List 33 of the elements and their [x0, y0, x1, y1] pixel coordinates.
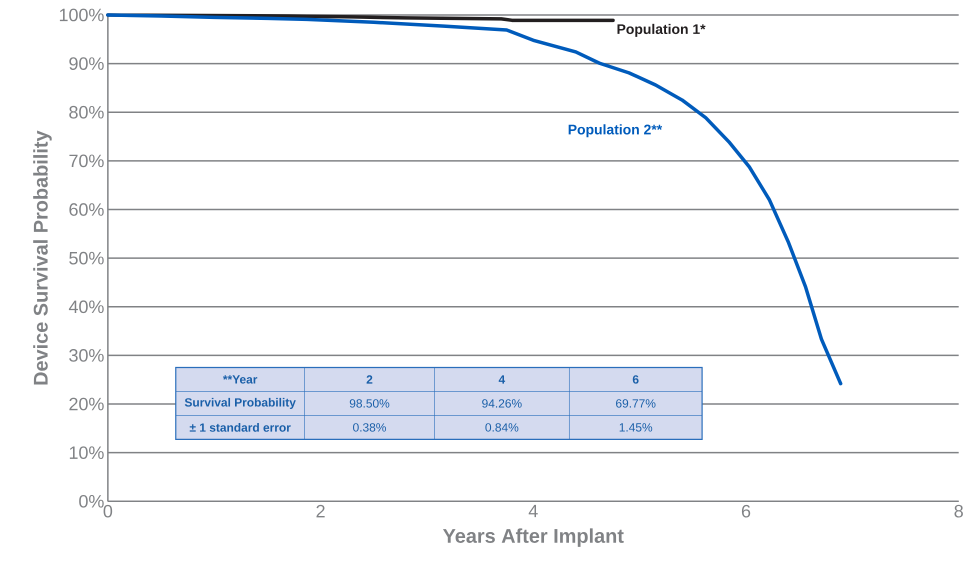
- annotation: 1.45%: [620, 423, 652, 432]
- y-tick-label: 50%: [69, 252, 104, 264]
- x-tick-label: 4: [528, 504, 538, 518]
- x-tick-label: 2: [316, 504, 325, 518]
- line-series: [106, 13, 842, 386]
- annotation: 69.77%: [616, 399, 656, 408]
- y-tick-label: 40%: [68, 300, 104, 314]
- y-tick-label: 80%: [69, 106, 104, 118]
- x-tick-label: 8: [954, 504, 963, 518]
- annotation: 98.50%: [350, 399, 390, 408]
- y-tick-label: 10%: [70, 446, 104, 459]
- x-axis-title: Years After Implant: [442, 528, 624, 547]
- y-tick-label: 30%: [69, 348, 104, 362]
- annotation: 94.26%: [482, 399, 522, 408]
- annotation: ± 1 standard error: [190, 422, 291, 432]
- annotation: 0.84%: [485, 423, 518, 432]
- annotation: 6: [632, 375, 639, 384]
- y-axis-title: Device Survival Probability: [33, 130, 52, 384]
- y-tick-label: 60%: [69, 203, 104, 216]
- y-tick-label: 70%: [69, 154, 104, 168]
- x-tick-label: 0: [104, 504, 112, 518]
- y-tick-label: 20%: [69, 398, 104, 410]
- annotation: Survival Probability: [184, 398, 296, 409]
- annotation: **Year: [222, 375, 258, 384]
- annotation: 4: [498, 375, 506, 384]
- y-tick-label: 100%: [60, 8, 104, 22]
- y-tick-label: 90%: [69, 57, 104, 70]
- y-tick-label: 0%: [79, 494, 104, 508]
- annotation: 2: [366, 375, 372, 384]
- series-label: Population 1*: [618, 24, 706, 37]
- x-tick-label: 6: [742, 504, 750, 518]
- annotation: 0.38%: [353, 423, 386, 432]
- text: Population 2**: [568, 124, 662, 138]
